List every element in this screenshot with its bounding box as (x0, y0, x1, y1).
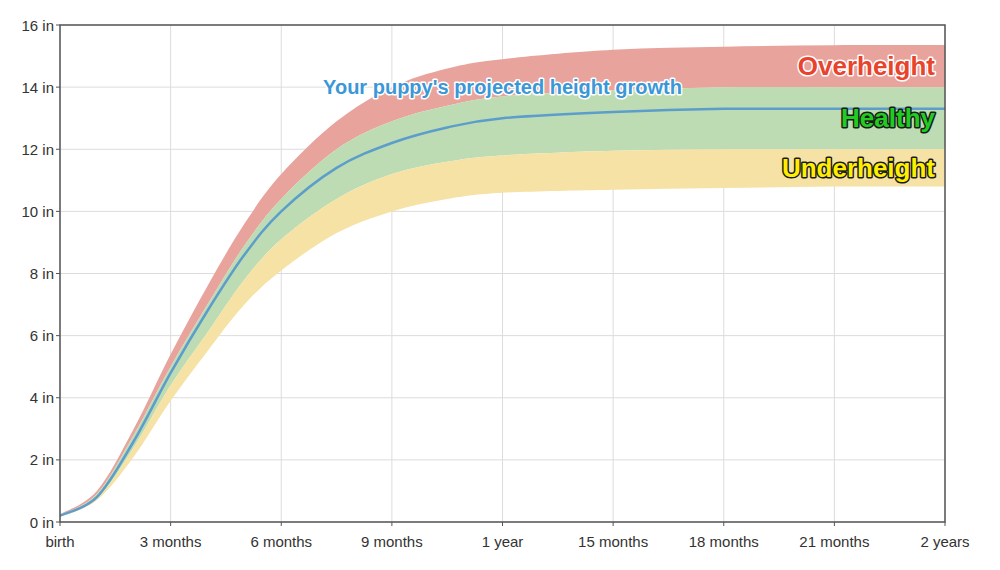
x-tick (723, 522, 724, 526)
plot-frame (60, 25, 945, 522)
y-grid-line (60, 273, 945, 274)
y-tick (56, 211, 60, 212)
x-tick-label: 2 years (920, 533, 969, 550)
line-label: Your puppy's projected height growth (323, 76, 682, 98)
x-tick (613, 522, 614, 526)
y-grid-line (60, 211, 945, 212)
plot-background (60, 25, 945, 522)
band-area (60, 87, 945, 517)
y-tick-label: 2 in (30, 451, 54, 468)
y-tick (56, 25, 60, 26)
x-tick (945, 522, 946, 526)
y-tick-label: 8 in (30, 265, 54, 282)
x-tick (502, 522, 503, 526)
y-tick (56, 87, 60, 88)
y-tick-label: 10 in (21, 203, 54, 220)
y-grid-line (60, 459, 945, 460)
y-tick-label: 4 in (30, 389, 54, 406)
y-grid-line (60, 397, 945, 398)
y-tick-label: 16 in (21, 17, 54, 34)
axes: 0 in 2 in 4 in 6 in 8 in 10 in 12 in 14 in 16 in… (21, 17, 969, 551)
labels: Overheight Healthy Underheight Your puppy's… (323, 51, 935, 183)
band-label: Healthy (841, 103, 935, 133)
x-tick-label: 18 months (689, 533, 759, 550)
y-tick (56, 459, 60, 460)
band-label: Overheight (798, 51, 936, 81)
x-tick-label: birth (45, 533, 74, 550)
x-tick (60, 522, 61, 526)
plot-marks (60, 45, 945, 517)
y-tick (56, 522, 60, 523)
y-tick (56, 335, 60, 336)
chart: Overheight Healthy Underheight Your puppy's… (0, 0, 1000, 570)
y-tick-label: 0 in (30, 514, 54, 531)
x-tick-label: 6 months (250, 533, 312, 550)
x-tick (170, 522, 171, 526)
projected-line (60, 109, 945, 516)
x-tick (391, 522, 392, 526)
x-tick-label: 21 months (799, 533, 869, 550)
y-tick (56, 273, 60, 274)
band-label: Underheight (782, 153, 935, 183)
x-tick-label: 1 year (482, 533, 524, 550)
x-tick (834, 522, 835, 526)
grid (60, 25, 945, 522)
y-tick-label: 14 in (21, 79, 54, 96)
x-tick-label: 3 months (140, 533, 202, 550)
x-tick-label: 15 months (578, 533, 648, 550)
page: {"chart_data": {"type": "line", "x": [0,… (0, 0, 1000, 570)
y-tick-label: 12 in (21, 141, 54, 158)
y-tick (56, 397, 60, 398)
x-tick-label: 9 months (361, 533, 423, 550)
y-tick (56, 149, 60, 150)
x-tick (281, 522, 282, 526)
y-tick-label: 6 in (30, 327, 54, 344)
